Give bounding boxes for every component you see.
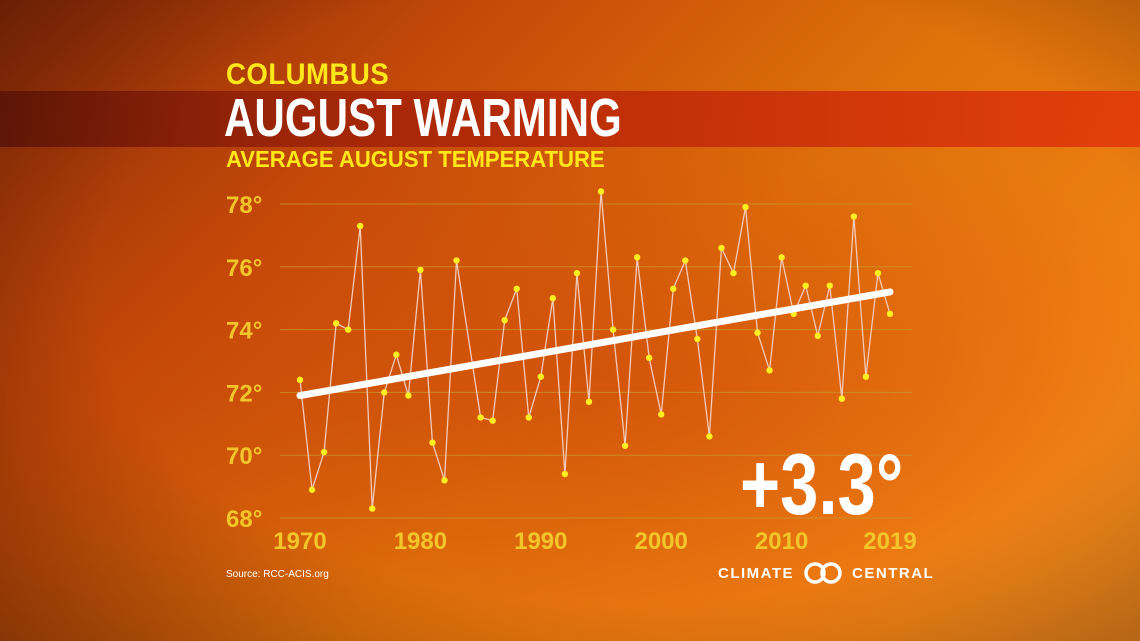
chart-subtitle: AVERAGE AUGUST TEMPERATURE [226,146,605,172]
y-tick-label-76: 76° [226,255,262,282]
logo-word-left: CLIMATE [718,564,795,582]
x-tick-label-2010: 2010 [755,528,808,555]
point-2010 [778,254,785,261]
trend-line [296,288,894,400]
point-2002 [682,257,689,264]
point-1987 [501,316,508,324]
point-1985 [477,414,484,421]
change-annotation: +3.3° [740,437,904,533]
point-1990 [537,373,545,380]
point-1977 [381,389,388,396]
point-1998 [633,254,641,261]
point-1975 [357,222,364,230]
point-1992 [561,470,569,478]
point-2000 [658,411,665,418]
trend-line-path [296,288,894,400]
point-1971 [308,486,316,493]
point-1995 [597,188,605,195]
point-1994 [585,398,593,406]
source-note: Source: RCC-ACIS.org [226,569,329,580]
point-1986 [489,417,496,424]
point-2018 [874,269,882,277]
x-tick-label-1990: 1990 [514,528,567,555]
y-axis-ticks: 68° 70° 72° 74° 76° 78° [226,192,262,533]
point-1991 [549,295,557,302]
y-tick-label-68: 68° [226,506,262,533]
point-1981 [429,439,436,446]
point-2017 [862,373,870,380]
point-1973 [332,320,340,327]
y-tick-label-78: 78° [226,192,262,219]
title-band [0,91,1140,147]
point-2009 [766,367,773,374]
point-2019 [886,310,894,318]
point-1976 [369,505,376,512]
x-axis-ticks: 1970 1980 1990 2000 2010 2019 [273,528,916,555]
x-tick-label-1970: 1970 [273,528,326,555]
point-1980 [417,266,424,274]
x-tick-label-2000: 2000 [635,528,688,555]
point-2001 [670,285,677,292]
point-2006 [730,269,737,277]
climate-central-rings-icon [804,562,842,584]
point-1993 [573,269,581,277]
point-2016 [850,213,858,220]
point-1978 [393,351,400,358]
point-1996 [609,326,617,333]
point-2013 [814,332,821,340]
point-2014 [826,282,833,289]
y-tick-label-70: 70° [226,443,262,470]
point-1974 [344,326,352,333]
point-1999 [645,354,653,362]
point-2007 [742,203,749,211]
series-temperature [296,188,894,512]
climate-central-logo: CLIMATE CENTRAL [718,562,934,584]
point-1997 [621,442,629,449]
chart-title: AUGUST WARMING [224,88,622,148]
point-1989 [525,414,532,421]
logo-word-right: CENTRAL [852,564,935,582]
point-1972 [320,448,328,456]
point-2008 [754,329,761,336]
x-tick-label-2019: 2019 [863,528,916,555]
point-2004 [706,433,713,440]
city-label: COLUMBUS [226,58,390,91]
point-1982 [441,477,448,484]
x-tick-label-1980: 1980 [394,528,447,555]
point-1983 [453,257,460,264]
point-2003 [694,335,701,343]
y-tick-label-72: 72° [226,380,262,407]
gridlines [280,203,912,519]
point-1970 [296,376,304,384]
point-2015 [838,395,846,402]
point-1988 [513,285,520,292]
y-tick-label-74: 74° [226,318,262,345]
point-2005 [718,244,725,252]
point-1979 [405,392,412,399]
point-2012 [802,282,809,289]
